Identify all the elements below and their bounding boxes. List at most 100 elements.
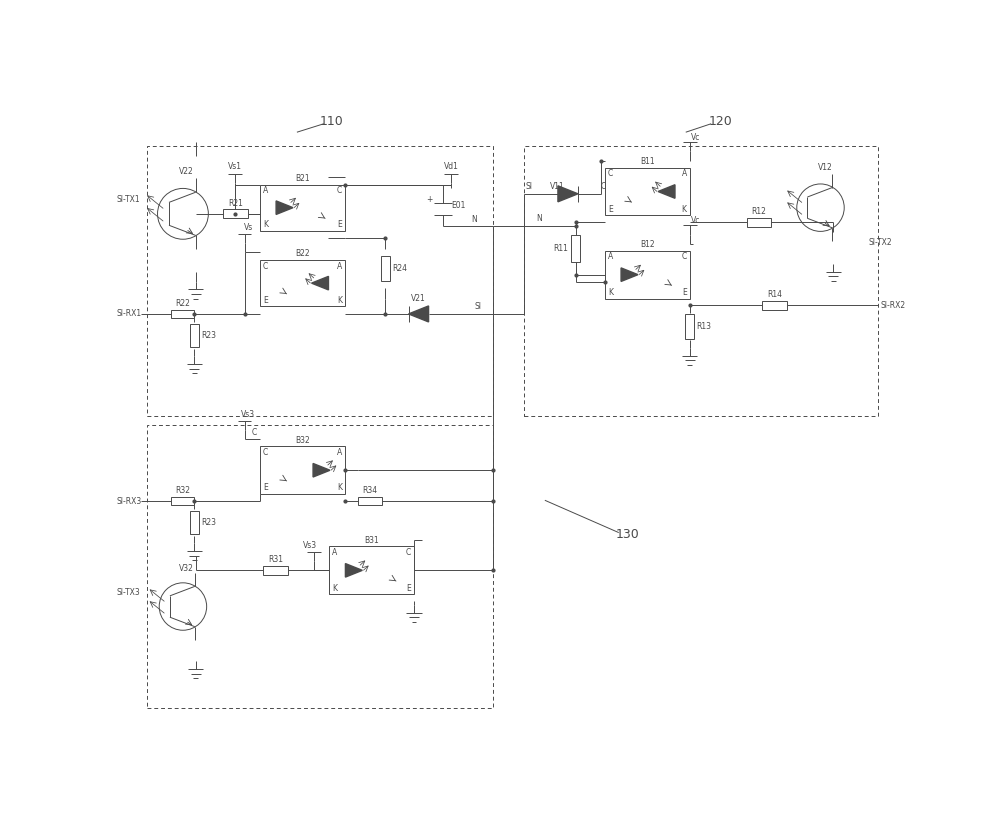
Text: +: + [426, 195, 433, 205]
Text: 130: 130 [616, 528, 640, 541]
Text: SI-TX3: SI-TX3 [117, 588, 141, 598]
Text: E01: E01 [451, 201, 466, 210]
Text: V22: V22 [179, 167, 194, 176]
Bar [747, 218, 771, 227]
Text: Vs1: Vs1 [228, 162, 242, 171]
Polygon shape [621, 268, 638, 281]
Text: Vs: Vs [244, 224, 253, 233]
Polygon shape [658, 185, 675, 198]
Text: A: A [332, 548, 337, 557]
Text: C: C [263, 448, 268, 457]
Polygon shape [558, 186, 578, 202]
Text: V21: V21 [411, 294, 426, 303]
Text: R24: R24 [392, 264, 407, 273]
Text: Vs3: Vs3 [303, 541, 317, 550]
Bar [605, 167, 690, 215]
Text: SI: SI [526, 181, 533, 190]
Text: 120: 120 [709, 115, 732, 128]
Text: R32: R32 [175, 485, 190, 495]
Text: V12: V12 [818, 163, 832, 172]
Text: SI-RX1: SI-RX1 [116, 310, 141, 319]
Text: R12: R12 [751, 207, 766, 216]
Bar [260, 185, 345, 231]
Bar [605, 250, 690, 298]
Text: A: A [337, 448, 342, 457]
Text: B12: B12 [640, 240, 655, 249]
Text: E: E [682, 288, 687, 297]
Text: Vc: Vc [691, 133, 700, 142]
Bar [762, 301, 787, 310]
Text: C: C [601, 182, 606, 191]
Text: K: K [337, 484, 342, 493]
Text: Vd1: Vd1 [443, 162, 458, 171]
Text: E: E [263, 484, 268, 493]
Text: K: K [337, 296, 342, 305]
Text: N: N [537, 214, 542, 223]
Polygon shape [276, 201, 293, 215]
Bar [190, 511, 199, 534]
Text: K: K [263, 220, 268, 229]
Bar [171, 497, 194, 505]
Text: V32: V32 [179, 563, 194, 572]
Bar [685, 315, 694, 339]
Text: C: C [337, 186, 342, 195]
Bar [223, 209, 248, 219]
Bar [381, 256, 390, 280]
Bar [571, 235, 580, 263]
Text: C: C [608, 169, 613, 178]
Text: R23: R23 [201, 518, 216, 527]
Text: SI: SI [474, 302, 481, 311]
Text: B11: B11 [640, 157, 655, 166]
Bar [147, 425, 493, 708]
Text: K: K [332, 584, 337, 593]
Polygon shape [409, 306, 429, 322]
Text: R21: R21 [228, 198, 243, 207]
Bar [263, 566, 288, 575]
Text: SI-TX2: SI-TX2 [868, 238, 892, 247]
Text: A: A [337, 262, 342, 271]
Bar [171, 310, 194, 318]
Bar [260, 446, 345, 494]
Text: E: E [406, 584, 411, 593]
Bar [358, 497, 382, 505]
Bar [190, 324, 199, 346]
Polygon shape [313, 463, 330, 477]
Text: R13: R13 [696, 322, 711, 331]
Text: B32: B32 [295, 436, 310, 445]
Bar [260, 260, 345, 307]
Text: V11: V11 [550, 181, 565, 190]
Text: R11: R11 [553, 244, 568, 253]
Text: A: A [682, 169, 687, 178]
Text: K: K [608, 288, 613, 297]
Text: R34: R34 [362, 485, 378, 495]
Text: SI-RX3: SI-RX3 [116, 497, 141, 506]
Text: C: C [263, 262, 268, 271]
Text: B21: B21 [295, 174, 310, 183]
Text: R22: R22 [176, 298, 190, 307]
Text: A: A [263, 186, 268, 195]
Bar [329, 546, 414, 594]
Bar [524, 146, 878, 415]
Text: Vs3: Vs3 [241, 411, 255, 420]
Text: C: C [406, 548, 411, 557]
Text: B31: B31 [364, 536, 379, 545]
Polygon shape [345, 563, 362, 577]
Text: E: E [337, 220, 342, 229]
Text: K: K [682, 205, 687, 214]
Polygon shape [312, 276, 328, 290]
Text: 110: 110 [320, 115, 343, 128]
Text: A: A [608, 253, 613, 262]
Text: SI-TX1: SI-TX1 [117, 195, 141, 205]
Text: E: E [263, 296, 268, 305]
Text: N: N [471, 215, 477, 224]
Text: C: C [682, 253, 687, 262]
Text: B22: B22 [295, 250, 310, 259]
Text: Vc: Vc [691, 216, 700, 225]
Text: R31: R31 [268, 555, 283, 564]
Text: C: C [252, 428, 257, 437]
Bar [147, 146, 493, 415]
Text: R23: R23 [201, 331, 216, 340]
Text: E: E [608, 205, 613, 214]
Text: SI-RX2: SI-RX2 [881, 301, 906, 310]
Text: R14: R14 [767, 290, 782, 299]
